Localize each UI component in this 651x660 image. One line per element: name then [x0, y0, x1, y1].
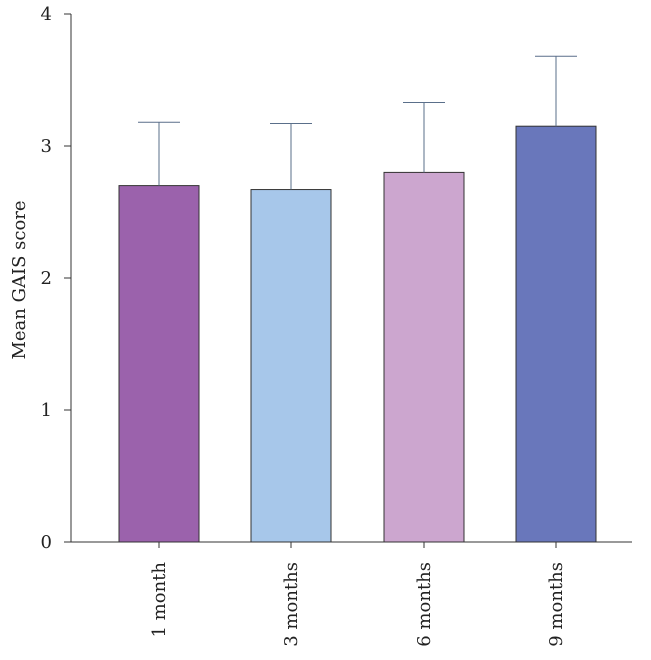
y-tick-label: 2: [41, 268, 52, 289]
y-axis-title: Mean GAIS score: [9, 200, 30, 359]
y-tick-label: 0: [41, 532, 52, 553]
bar: [118, 185, 200, 543]
bar: [383, 171, 465, 543]
y-tick-label: 1: [41, 400, 52, 421]
category-labels: 1 month 3 months 6 months 9 months: [149, 562, 567, 647]
x-tick-label: 9 months: [546, 562, 567, 647]
bar: [250, 189, 332, 543]
x-tick-label: 1 month: [149, 562, 170, 638]
x-tick-label: 6 months: [414, 562, 435, 647]
bars: [118, 125, 597, 543]
error-bars: [138, 55, 577, 190]
x-axis: [71, 541, 632, 548]
y-tick-label: 4: [41, 4, 52, 25]
bar: [515, 125, 597, 543]
y-axis: 0 1 2 3 4: [41, 4, 72, 553]
y-tick-label: 3: [41, 136, 52, 157]
x-tick-label: 3 months: [281, 562, 302, 647]
